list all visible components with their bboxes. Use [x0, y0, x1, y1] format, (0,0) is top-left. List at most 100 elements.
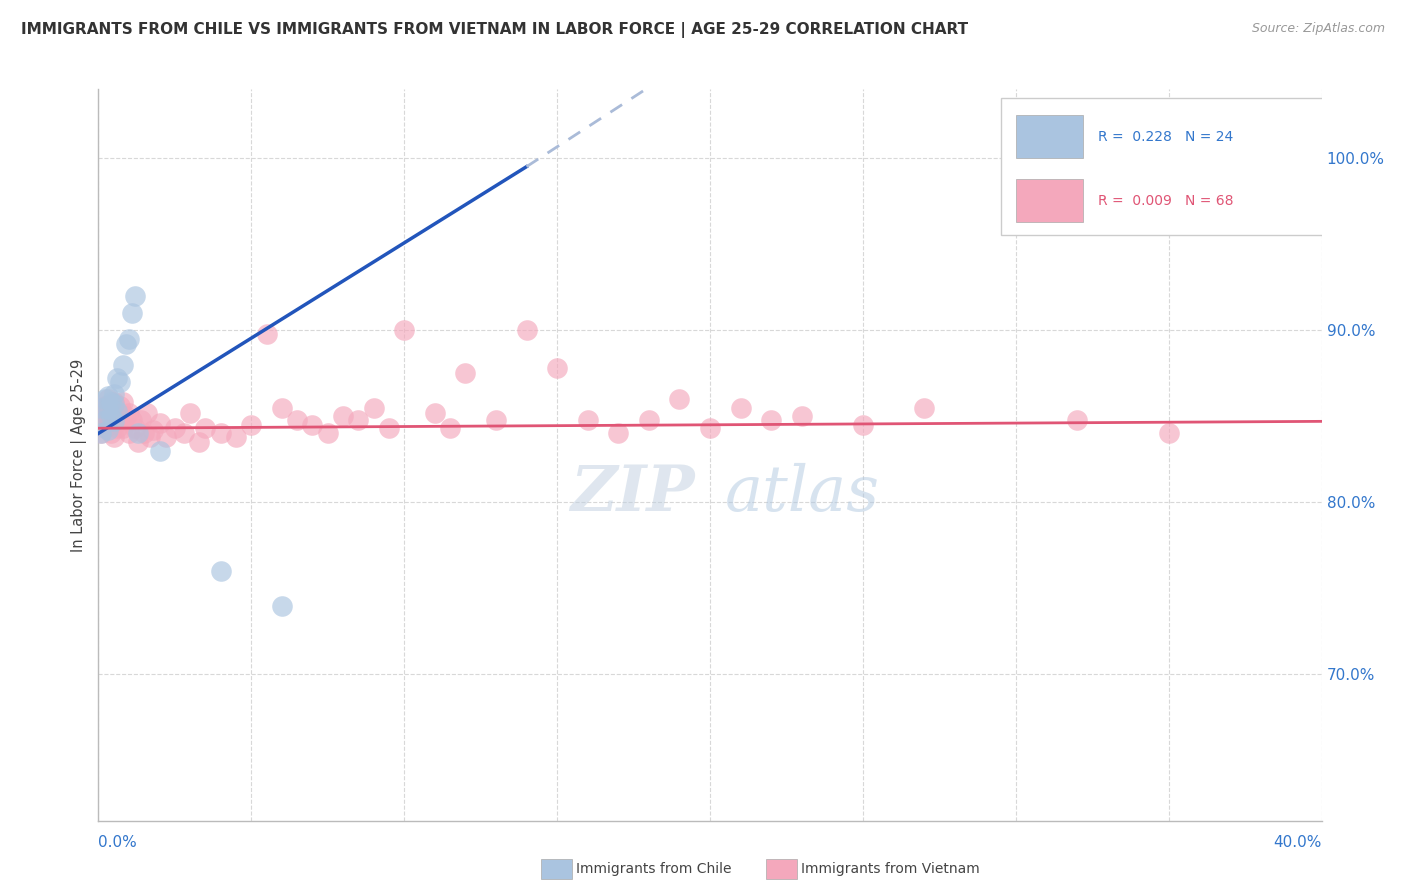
- Point: [100, 395, 122, 409]
- Point: [103, 395, 125, 409]
- Point: [105, 371, 128, 385]
- Point: [363, 401, 385, 415]
- Point: [912, 401, 935, 415]
- Point: [115, 337, 138, 351]
- Point: [188, 435, 211, 450]
- Point: [332, 409, 354, 424]
- Point: [118, 332, 141, 346]
- Point: [121, 412, 143, 426]
- FancyBboxPatch shape: [1015, 178, 1083, 222]
- Point: [103, 387, 125, 401]
- FancyBboxPatch shape: [1001, 98, 1406, 235]
- Point: [93, 392, 115, 406]
- Point: [149, 416, 172, 430]
- Point: [90, 401, 112, 415]
- Point: [516, 323, 538, 337]
- Point: [105, 421, 128, 435]
- Point: [111, 358, 134, 372]
- Point: [97, 392, 120, 406]
- Point: [392, 323, 416, 337]
- Point: [607, 426, 630, 441]
- Text: Source: ZipAtlas.com: Source: ZipAtlas.com: [1251, 22, 1385, 36]
- Y-axis label: In Labor Force | Age 25-29: In Labor Force | Age 25-29: [72, 359, 87, 551]
- Point: [97, 402, 120, 417]
- Point: [730, 401, 752, 415]
- Point: [90, 426, 112, 441]
- Point: [209, 426, 232, 441]
- Point: [546, 361, 568, 376]
- Point: [100, 426, 122, 441]
- Point: [423, 406, 446, 420]
- Point: [347, 412, 370, 426]
- FancyBboxPatch shape: [1015, 115, 1083, 158]
- Point: [108, 414, 131, 428]
- Point: [301, 417, 323, 432]
- Point: [316, 426, 339, 441]
- Point: [270, 599, 292, 613]
- Point: [121, 306, 143, 320]
- Text: 40.0%: 40.0%: [1274, 836, 1322, 850]
- Point: [485, 412, 508, 426]
- Point: [105, 404, 128, 418]
- Point: [454, 366, 477, 380]
- Point: [118, 406, 141, 420]
- Point: [108, 375, 131, 389]
- Point: [790, 409, 813, 424]
- Point: [576, 412, 599, 426]
- Point: [759, 412, 782, 426]
- Point: [668, 392, 690, 406]
- Point: [90, 426, 112, 441]
- Text: IMMIGRANTS FROM CHILE VS IMMIGRANTS FROM VIETNAM IN LABOR FORCE | AGE 25-29 CORR: IMMIGRANTS FROM CHILE VS IMMIGRANTS FROM…: [21, 22, 969, 38]
- Point: [93, 412, 115, 426]
- Point: [93, 409, 115, 424]
- Text: R =  0.009   N = 68: R = 0.009 N = 68: [1098, 194, 1234, 208]
- Point: [149, 443, 172, 458]
- Point: [115, 409, 138, 424]
- Point: [127, 426, 149, 441]
- Point: [378, 421, 401, 435]
- Point: [103, 397, 125, 411]
- Point: [256, 326, 278, 341]
- Point: [105, 406, 128, 420]
- Point: [97, 388, 120, 402]
- Text: Immigrants from Vietnam: Immigrants from Vietnam: [801, 862, 980, 876]
- Point: [129, 412, 152, 426]
- Point: [209, 564, 232, 578]
- Text: 0.0%: 0.0%: [98, 836, 138, 850]
- Point: [97, 423, 120, 437]
- Point: [852, 417, 875, 432]
- Point: [124, 289, 146, 303]
- Point: [118, 426, 141, 441]
- Point: [108, 399, 131, 413]
- Point: [240, 417, 263, 432]
- Point: [100, 409, 122, 424]
- Text: Immigrants from Chile: Immigrants from Chile: [576, 862, 733, 876]
- Point: [136, 406, 159, 420]
- Point: [439, 421, 461, 435]
- Text: R =  0.228   N = 24: R = 0.228 N = 24: [1098, 130, 1233, 145]
- Point: [97, 412, 120, 426]
- Point: [285, 412, 308, 426]
- Point: [173, 426, 195, 441]
- Point: [637, 412, 661, 426]
- Point: [111, 421, 134, 435]
- Point: [1157, 426, 1180, 441]
- Text: atlas: atlas: [725, 463, 880, 524]
- Point: [103, 412, 125, 426]
- Point: [699, 421, 721, 435]
- Point: [163, 421, 186, 435]
- Point: [93, 421, 115, 435]
- Point: [124, 421, 146, 435]
- Point: [139, 430, 162, 444]
- Point: [1066, 412, 1088, 426]
- Point: [127, 435, 149, 450]
- Point: [194, 421, 217, 435]
- Point: [103, 430, 125, 444]
- Point: [103, 414, 125, 428]
- Point: [90, 412, 112, 426]
- Text: ZIP: ZIP: [571, 463, 695, 524]
- Point: [142, 423, 165, 437]
- Point: [225, 430, 247, 444]
- Point: [93, 399, 115, 413]
- Point: [90, 401, 112, 415]
